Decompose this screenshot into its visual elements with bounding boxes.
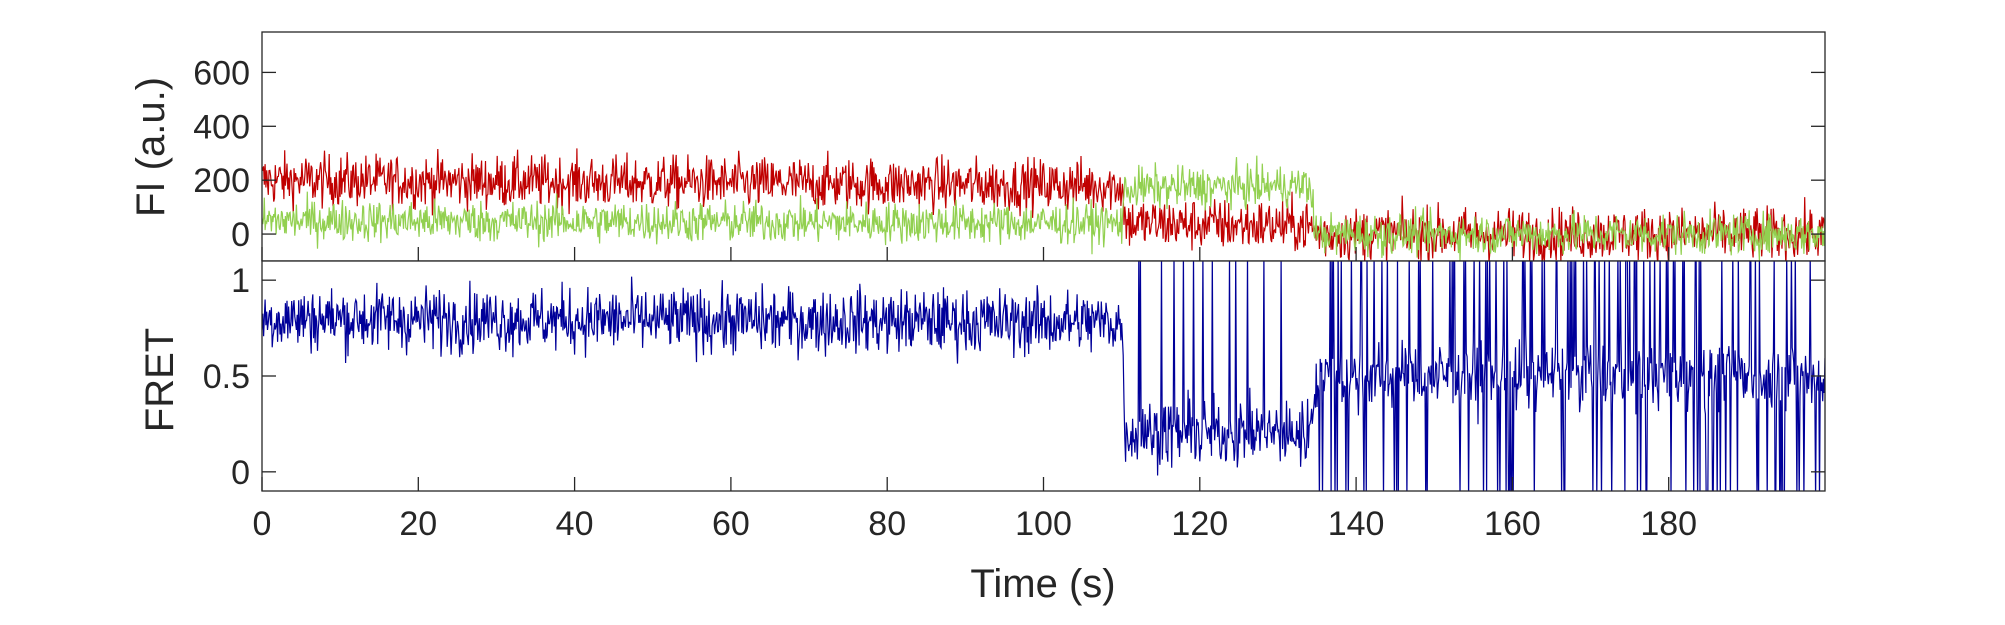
y-tick-label: 400: [193, 108, 250, 146]
x-tick-label: 120: [1171, 505, 1228, 543]
series-line-donor: [262, 155, 1825, 261]
fret-plot-area: [262, 261, 1825, 491]
x-tick-label: 140: [1328, 505, 1385, 543]
y-tick-label: 0.5: [203, 358, 250, 396]
fret-panel: 00.51 0 20 40 60 80 100 120 140 160 180 FRET Time…: [138, 260, 1826, 606]
intensity-panel: 0 200 400 600 FI (a.u.): [129, 31, 1826, 262]
x-tick-label: 160: [1484, 505, 1541, 543]
fret-traces: [262, 261, 1825, 491]
fret-y-axis-title: FRET: [138, 328, 182, 432]
x-tick-label: 20: [399, 505, 437, 543]
intensity-traces: [262, 148, 1825, 261]
x-tick-label: 80: [868, 505, 906, 543]
x-tick-label: 180: [1640, 505, 1697, 543]
x-axis-title: Time (s): [970, 562, 1115, 606]
y-tick-label: 200: [193, 162, 250, 200]
y-tick-label: 0: [231, 216, 250, 254]
intensity-y-ticks: 0 200 400 600: [193, 54, 1825, 261]
fret-y-ticks: 00.51: [203, 262, 1825, 492]
intensity-plot-area: [262, 32, 1825, 261]
fret-x-ticks: 0 20 40 60 80 100 120 140 160 180: [253, 477, 1697, 543]
x-tick-label: 0: [253, 505, 272, 543]
y-tick-label: 1: [231, 262, 250, 300]
y-tick-label: 0: [231, 454, 250, 492]
x-tick-label: 100: [1015, 505, 1072, 543]
intensity-y-axis-title: FI (a.u.): [129, 77, 173, 217]
series-line-fret: [262, 261, 1825, 491]
x-tick-label: 40: [556, 505, 594, 543]
x-tick-label: 60: [712, 505, 750, 543]
y-tick-label: 600: [193, 54, 250, 92]
